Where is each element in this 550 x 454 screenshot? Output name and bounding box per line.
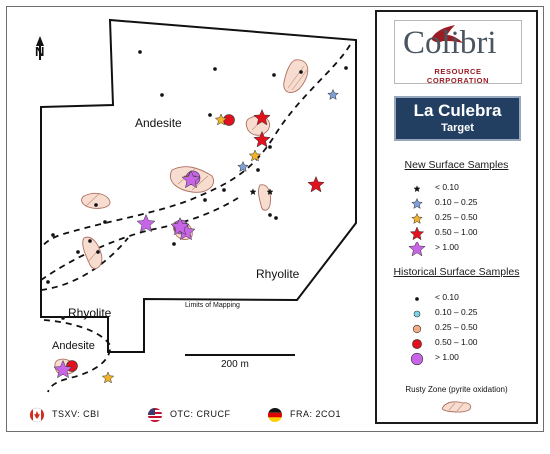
sample-points — [46, 50, 348, 384]
historical-sample-point — [299, 70, 303, 74]
historical-samples-title: Historical Surface Samples — [393, 266, 520, 278]
historical-sample-point — [274, 216, 278, 220]
circle-icon — [413, 310, 421, 318]
historical-sample-point — [208, 113, 212, 117]
germany-flag — [268, 408, 282, 422]
star-icon — [411, 212, 423, 224]
historical-sample-point — [96, 250, 100, 254]
legend-new-label: 0.10 – 0.25 — [435, 197, 478, 207]
historical-sample-point — [213, 67, 217, 71]
historical-sample-point — [103, 220, 107, 224]
mapping-boundary — [40, 18, 357, 353]
legend-historical-label: < 0.10 — [435, 292, 459, 302]
geologic-contacts — [40, 44, 351, 393]
new-sample-point — [181, 169, 201, 189]
legend-historical-label: 0.25 – 0.50 — [435, 322, 478, 332]
circle-icon — [415, 297, 419, 301]
historical-sample-point — [51, 233, 55, 237]
legend-new-label: 0.50 – 1.00 — [435, 227, 478, 237]
usa-flag — [148, 408, 162, 422]
legend-new-label: < 0.10 — [435, 182, 459, 192]
new-sample-point — [53, 359, 73, 379]
logo-tagline: RESOURCE CORPORATION — [426, 67, 490, 85]
historical-sample-point — [76, 250, 80, 254]
new-samples-title: New Surface Samples — [404, 159, 509, 171]
new-sample-point — [214, 113, 228, 126]
label-andesite-north: Andesite — [135, 116, 182, 130]
canada-flag — [29, 407, 45, 423]
company-logo: Colibri RESOURCE CORPORATION — [394, 20, 522, 85]
legend-historical-label: 0.10 – 0.25 — [435, 307, 478, 317]
hummingbird-icon — [431, 25, 463, 43]
rusty-zone-swatch — [441, 401, 472, 413]
circle-icon — [412, 324, 422, 334]
historical-sample-point — [268, 213, 272, 217]
north-arrow — [36, 36, 44, 60]
legend-new-label: > 1.00 — [435, 242, 459, 252]
star-icon — [409, 227, 425, 241]
label-rhyolite-east: Rhyolite — [256, 267, 300, 281]
target-title: La Culebra — [413, 101, 502, 120]
historical-sample-point — [268, 145, 272, 149]
rusty-zone-label: Rusty Zone (pyrite oxidation) — [405, 385, 508, 394]
new-sample-point — [307, 175, 325, 193]
legend-panel: Colibri RESOURCE CORPORATION La Culebra … — [375, 10, 538, 424]
scale-bar-label: 200 m — [221, 359, 249, 370]
legend-historical-label: > 1.00 — [435, 352, 459, 362]
legend-new-label: 0.25 – 0.50 — [435, 212, 478, 222]
star-icon — [408, 242, 426, 257]
historical-sample-point — [172, 242, 176, 246]
new-sample-point — [136, 213, 156, 233]
circle-icon — [410, 352, 424, 366]
new-sample-point — [170, 216, 190, 236]
new-sample-point — [101, 371, 115, 384]
historical-sample-point — [222, 188, 226, 192]
label-andesite-south: Andesite — [52, 340, 95, 352]
new-sample-point — [327, 88, 339, 100]
label-rhyolite-southwest: Rhyolite — [68, 306, 112, 320]
historical-sample-point — [272, 73, 276, 77]
historical-sample-point — [344, 66, 348, 70]
circle-icon — [412, 339, 422, 349]
historical-sample-point — [94, 203, 98, 207]
target-subtitle: Target — [441, 122, 474, 134]
new-sample-point — [237, 160, 249, 172]
new-sample-point — [266, 188, 274, 196]
historical-sample-point — [138, 50, 142, 54]
historical-sample-point — [88, 239, 92, 243]
historical-sample-point — [223, 114, 235, 126]
historical-sample-point — [61, 316, 65, 320]
historical-sample-point — [46, 280, 50, 284]
legend-historical-label: 0.50 – 1.00 — [435, 337, 478, 347]
new-sample-point — [253, 108, 271, 126]
rusty-hatch — [61, 65, 308, 373]
historical-sample-point — [203, 198, 207, 202]
logo-word: Colibri — [403, 25, 497, 61]
new-sample-point — [253, 130, 271, 148]
star-icon — [413, 185, 421, 193]
target-title-box: La Culebra Target — [394, 96, 521, 141]
figure-frame — [6, 6, 544, 432]
star-icon — [411, 197, 423, 209]
new-sample-point — [249, 188, 257, 196]
north-label: N — [35, 44, 45, 59]
historical-sample-point — [160, 93, 164, 97]
rusty-zones — [54, 59, 309, 375]
label-limits-of-mapping: Limits of Mapping — [185, 302, 240, 309]
geology-map — [29, 18, 357, 423]
historical-sample-point — [256, 168, 260, 172]
new-sample-point — [248, 149, 262, 162]
